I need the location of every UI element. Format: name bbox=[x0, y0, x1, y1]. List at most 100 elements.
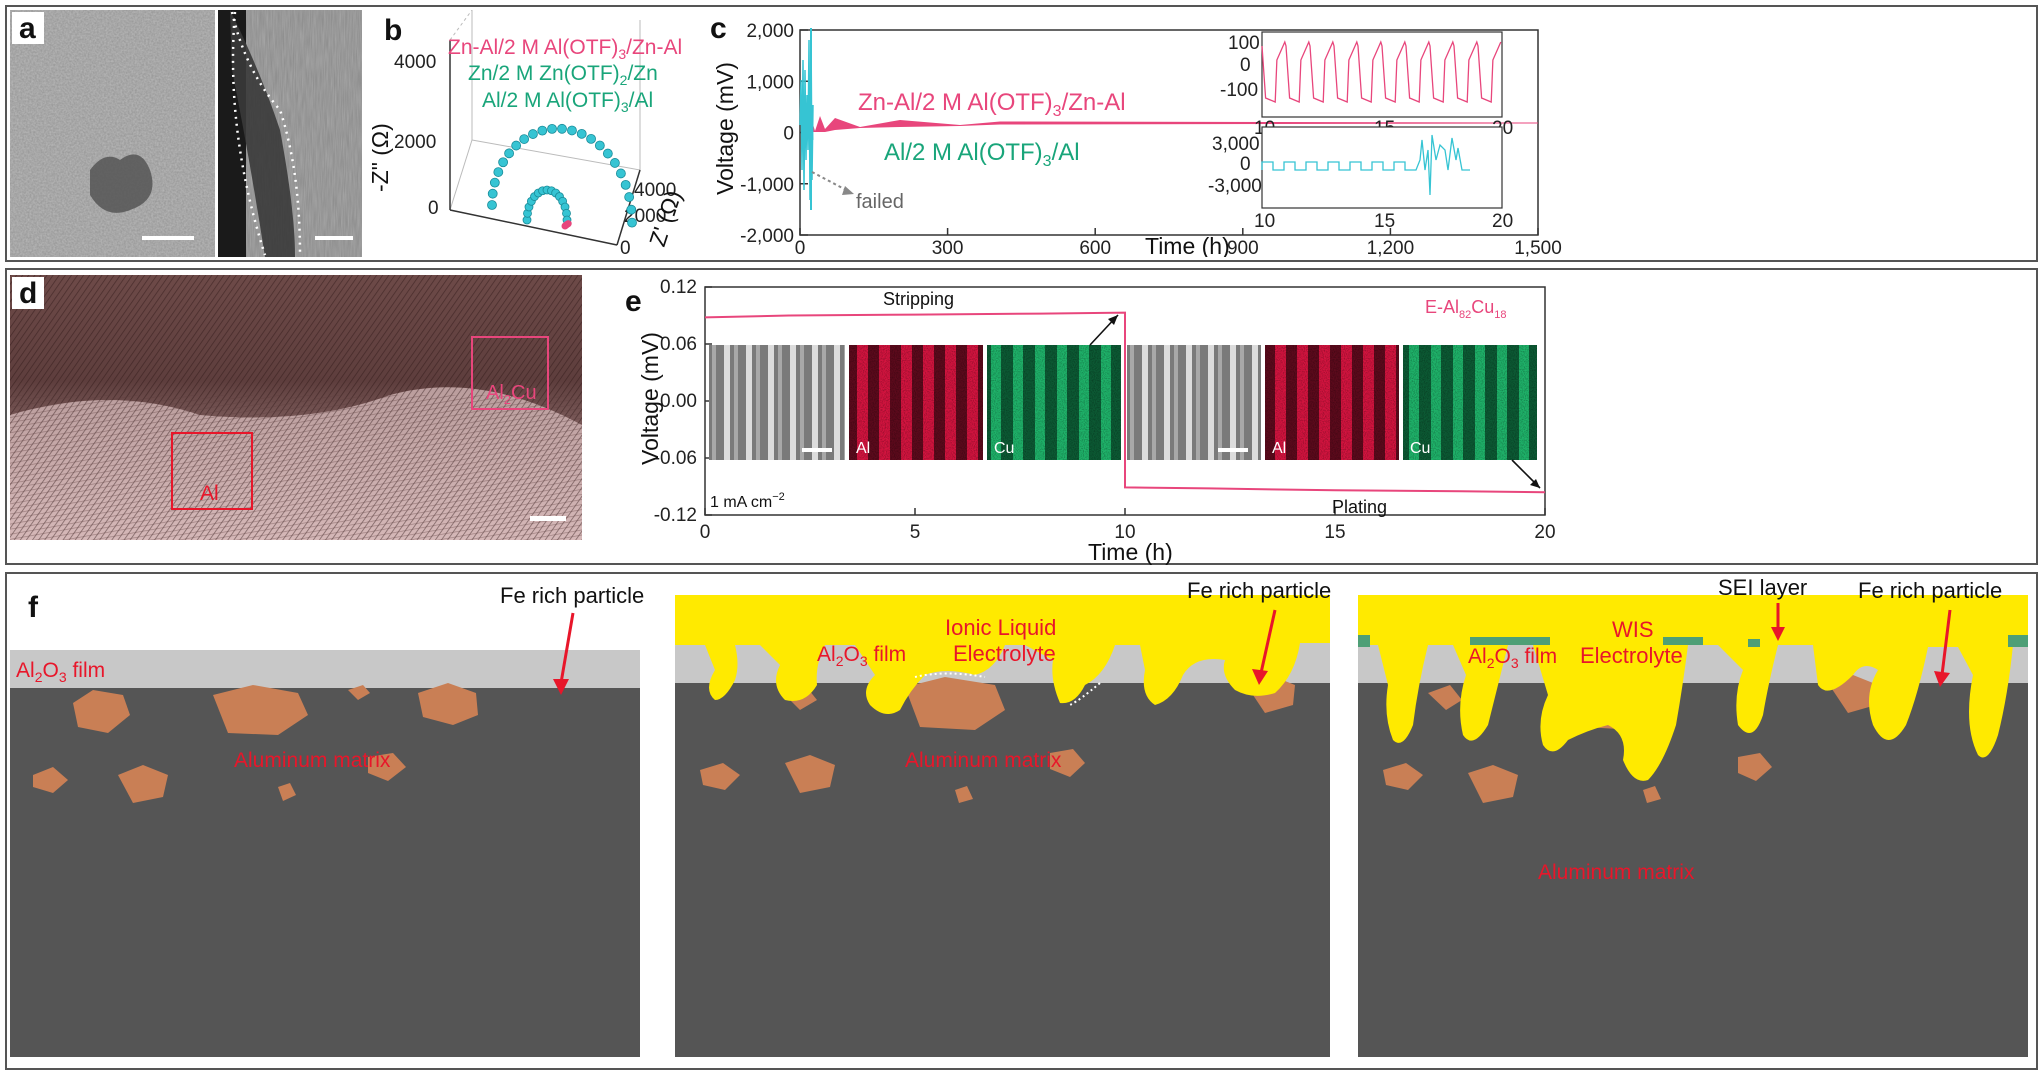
c-ytick-label: -1,000 bbox=[740, 175, 794, 196]
b-point-al bbox=[567, 125, 577, 136]
f3-matrix-label: Aluminum matrix bbox=[1538, 861, 1695, 884]
b-point-al bbox=[620, 179, 631, 190]
e-map-al-1: Al bbox=[856, 440, 870, 457]
f-scene-initial: Al2O3 film Aluminum matrix Fe rich parti… bbox=[10, 583, 644, 1057]
f2-oxide-label: Al2O3 film bbox=[817, 643, 906, 669]
f2-electrolyte bbox=[675, 595, 1330, 714]
b-point-al bbox=[487, 200, 497, 210]
c-inset2-y-0: 0 bbox=[1240, 154, 1251, 175]
f3-sei-label: SEI layer bbox=[1718, 575, 1807, 600]
b-point-al bbox=[576, 128, 587, 139]
panel-letter-c: c bbox=[710, 12, 727, 45]
c-xtick-label: 0 bbox=[795, 238, 806, 257]
e-label-current: 1 mA cm−2 bbox=[710, 491, 785, 511]
b-legend-1: Zn-Al/2 M Al(OTF)3/Zn-Al bbox=[448, 36, 682, 62]
e-sem-image-2 bbox=[1127, 345, 1261, 460]
b-point-al bbox=[498, 157, 509, 168]
b-point-al bbox=[594, 140, 605, 151]
f1-aluminum-matrix bbox=[10, 688, 640, 1057]
sem-scalebar-1 bbox=[142, 236, 194, 240]
f3-sei-layer bbox=[1358, 635, 1370, 647]
b-point-al bbox=[615, 168, 626, 179]
f1-fe-label: Fe rich particle bbox=[500, 583, 644, 608]
c-y-ticks: 2,000 1,000 0 -1,000 -2,000 bbox=[740, 21, 808, 247]
f2-fe-label: Fe rich particle bbox=[1187, 578, 1331, 603]
e-xtick-label: 20 bbox=[1534, 522, 1555, 543]
f-scene-ionic-liquid: Ionic Liquid Electrolyte Al2O3 film Alum… bbox=[675, 578, 1331, 1057]
f3-aluminum-matrix bbox=[1358, 683, 2028, 1057]
b-point-al bbox=[602, 148, 613, 159]
b-point-al bbox=[493, 167, 504, 177]
c-ylabel: Voltage (mV) bbox=[712, 62, 738, 195]
panel-letter-e: e bbox=[625, 285, 642, 318]
panel-b: b 4000 2000 0 4000 2000 0 -Z" (Ω) Z' (Ω)… bbox=[372, 10, 686, 257]
d-region-al bbox=[171, 432, 253, 510]
b-z-label: -Z" (Ω) bbox=[372, 123, 393, 192]
c-label-znal: Zn-Al/2 M Al(OTF)3/Zn-Al bbox=[858, 89, 1126, 120]
c-inset1-y-100: 100 bbox=[1228, 33, 1260, 54]
e-label-stripping: Stripping bbox=[883, 289, 954, 309]
panel-letter-a: a bbox=[19, 12, 36, 45]
b-point-al bbox=[626, 204, 637, 215]
c-xtick-label: 300 bbox=[932, 238, 964, 257]
d-label-al: Al bbox=[200, 482, 219, 505]
e-scalebar-1 bbox=[802, 448, 832, 452]
b-legend-3: Al/2 M Al(OTF)3/Al bbox=[482, 89, 653, 115]
e-x-ticks: 0 5 10 15 20 bbox=[700, 508, 1556, 543]
c-failed-arrow bbox=[811, 171, 851, 193]
f3-wis-label-1: WIS bbox=[1612, 617, 1654, 642]
b-depth-tick-4000: 4000 bbox=[634, 180, 676, 201]
f3-oxide-label: Al2O3 film bbox=[1468, 645, 1557, 671]
c-inset2-x-20: 20 bbox=[1492, 211, 1513, 232]
panel-letter-f: f bbox=[28, 591, 39, 624]
b-point-al bbox=[489, 177, 500, 188]
e-voltage-trace bbox=[704, 311, 1546, 494]
e-sem-image-1 bbox=[709, 345, 845, 460]
panel-letter-d: d bbox=[19, 277, 37, 310]
c-trace-znal bbox=[800, 114, 1538, 132]
panel-letter-b: b bbox=[384, 14, 402, 47]
panel-d: d Al2Cu Al bbox=[10, 275, 582, 540]
c-ytick-label: 0 bbox=[783, 124, 794, 145]
e-map-cu-1: Cu bbox=[994, 440, 1014, 457]
c-xtick-label: 1,200 bbox=[1367, 238, 1415, 257]
b-z-tick-0: 0 bbox=[428, 198, 439, 219]
b-legend-2: Zn/2 M Zn(OTF)2/Zn bbox=[468, 62, 658, 88]
b-point-al bbox=[504, 148, 514, 159]
f3-fe-label: Fe rich particle bbox=[1858, 578, 2002, 603]
panel-f: f Al2O3 film Aluminum matrix Fe rich par… bbox=[10, 575, 2028, 1057]
e-ytick-label: 0.06 bbox=[660, 334, 697, 355]
e-y-ticks: 0.12 0.06 0.00 -0.06 -0.12 bbox=[654, 277, 712, 526]
e-xtick-label: 15 bbox=[1324, 522, 1345, 543]
c-label-al: Al/2 M Al(OTF)3/Al bbox=[884, 139, 1080, 170]
b-point-al bbox=[537, 125, 548, 136]
c-xtick-label: 600 bbox=[1079, 238, 1111, 257]
f2-matrix-label: Aluminum matrix bbox=[905, 749, 1062, 772]
f1-oxide-label: Al2O3 film bbox=[16, 659, 105, 685]
c-xtick-label: 900 bbox=[1227, 238, 1259, 257]
c-x-ticks: 0 300 600 900 1,200 1,500 bbox=[795, 228, 1562, 257]
f-scene-wis: WIS Electrolyte Al2O3 film Aluminum matr… bbox=[1358, 575, 2028, 1057]
c-inset2-x-10: 10 bbox=[1254, 211, 1275, 232]
b-point-al bbox=[610, 158, 620, 168]
b-point-znal bbox=[564, 220, 572, 228]
panel-c: c 2,000 1,000 0 -1,000 -2,000 0 300 600 900 1,20… bbox=[710, 12, 1562, 257]
dotted-outline bbox=[230, 11, 302, 256]
e-ytick-label: -0.12 bbox=[654, 505, 697, 526]
e-map-al-2: Al bbox=[1272, 440, 1286, 457]
f3-wis-label-2: Electrolyte bbox=[1580, 643, 1683, 668]
c-inset1-y-m100: -100 bbox=[1220, 80, 1258, 101]
e-ytick-label: 0.00 bbox=[660, 391, 697, 412]
c-ytick-label: 1,000 bbox=[746, 72, 794, 93]
e-label-sample: E-Al82Cu18 bbox=[1425, 297, 1507, 321]
b-z-tick-2000: 2000 bbox=[394, 132, 436, 153]
f2-aluminum-matrix bbox=[675, 683, 1330, 1057]
c-inset-1-trace bbox=[1261, 40, 1502, 103]
b-point-al bbox=[487, 188, 498, 199]
b-point-al bbox=[547, 123, 557, 134]
d-region-al2cu bbox=[471, 336, 549, 410]
f2-ionic-label-1: Ionic Liquid bbox=[945, 615, 1056, 640]
b-point-al bbox=[624, 192, 635, 202]
panel-a: a bbox=[10, 10, 362, 257]
c-inset1-y-0: 0 bbox=[1240, 55, 1251, 76]
